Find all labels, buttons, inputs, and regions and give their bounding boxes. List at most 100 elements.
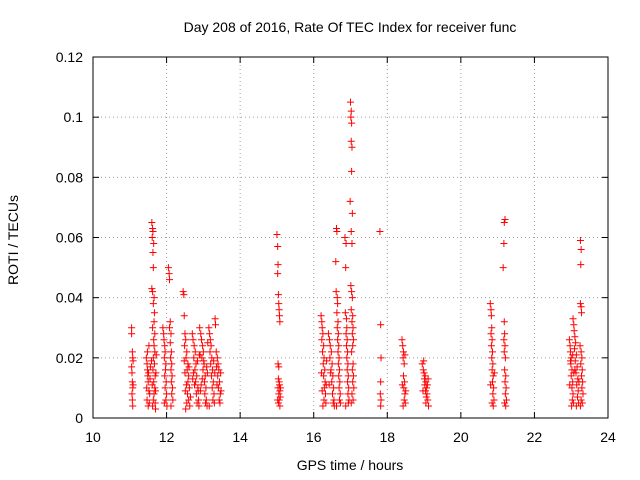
data-point-plus — [319, 348, 327, 356]
data-point-plus — [212, 348, 220, 356]
data-point-plus — [161, 384, 169, 392]
data-point-plus — [205, 402, 213, 410]
data-point-plus — [318, 336, 326, 344]
data-point-plus — [167, 366, 175, 374]
data-point-plus — [488, 348, 496, 356]
data-point-plus — [347, 98, 354, 106]
data-point-plus — [569, 315, 577, 323]
data-point-plus — [166, 276, 174, 284]
data-point-plus — [578, 366, 586, 374]
data-point-plus — [334, 348, 342, 356]
data-point-plus — [376, 227, 384, 235]
data-point-plus — [274, 396, 282, 404]
data-point-plus — [202, 399, 210, 407]
data-point-plus — [350, 384, 358, 392]
data-point-plus — [327, 348, 335, 356]
data-point-plus — [168, 390, 176, 398]
data-point-plus — [325, 381, 333, 389]
x-tick-label: 18 — [379, 429, 395, 445]
data-point-plus — [398, 336, 406, 344]
data-point-plus — [577, 246, 585, 254]
data-point-plus — [487, 381, 495, 389]
data-point-plus — [488, 399, 496, 407]
data-point-plus — [150, 240, 158, 248]
data-point-plus — [317, 312, 325, 320]
data-point-plus — [150, 360, 158, 368]
data-point-plus — [348, 330, 356, 338]
data-point-plus — [571, 357, 579, 365]
data-point-plus — [420, 369, 428, 377]
data-point-plus — [399, 348, 407, 356]
data-point-plus — [335, 396, 343, 404]
y-tick-label: 0.04 — [56, 290, 83, 306]
data-point-plus — [419, 387, 427, 395]
data-point-plus — [149, 366, 157, 374]
data-point-plus — [577, 348, 585, 356]
data-point-plus — [502, 402, 510, 410]
data-point-plus — [487, 342, 495, 350]
data-point-plus — [149, 300, 157, 308]
data-point-plus — [128, 378, 136, 386]
data-point-plus — [342, 330, 350, 338]
data-point-plus — [192, 378, 200, 386]
data-point-plus — [185, 372, 193, 380]
data-point-plus — [571, 333, 579, 341]
data-point-plus — [501, 399, 509, 407]
data-point-plus — [336, 378, 344, 386]
data-point-plus — [377, 396, 385, 404]
data-point-plus — [578, 354, 586, 362]
data-point-plus — [490, 384, 498, 392]
data-point-plus — [151, 330, 159, 338]
data-point-plus — [148, 381, 156, 389]
data-point-plus — [348, 318, 356, 326]
data-point-plus — [348, 119, 356, 127]
data-point-plus — [401, 390, 409, 398]
data-point-plus — [164, 264, 172, 272]
data-point-plus — [167, 354, 175, 362]
data-point-plus — [326, 342, 334, 350]
x-tick-label: 16 — [306, 429, 322, 445]
data-point-plus — [565, 336, 573, 344]
data-point-plus — [401, 351, 409, 359]
data-point-plus — [333, 227, 341, 235]
data-point-plus — [348, 294, 356, 302]
data-point-plus — [203, 363, 211, 371]
data-point-plus — [274, 261, 282, 269]
data-point-plus — [399, 402, 407, 410]
data-point-plus — [143, 360, 151, 368]
data-point-plus — [578, 384, 586, 392]
data-point-plus — [349, 312, 357, 320]
data-point-plus — [501, 366, 509, 374]
data-point-plus — [160, 336, 168, 344]
data-point-plus — [423, 384, 431, 392]
data-point-plus — [206, 348, 214, 356]
data-point-plus — [147, 357, 155, 365]
data-point-plus — [274, 360, 282, 368]
data-point-plus — [486, 300, 494, 308]
data-point-plus — [211, 315, 219, 323]
data-point-plus — [128, 369, 136, 377]
data-point-plus — [152, 405, 160, 413]
data-point-plus — [152, 369, 160, 377]
data-point-plus — [501, 354, 509, 362]
data-point-plus — [191, 348, 199, 356]
data-point-plus — [276, 381, 284, 389]
data-point-plus — [208, 384, 216, 392]
data-point-plus — [348, 209, 356, 217]
data-point-plus — [184, 360, 192, 368]
data-point-plus — [150, 336, 158, 344]
data-point-plus — [399, 372, 407, 380]
data-point-plus — [348, 366, 356, 374]
data-point-plus — [150, 378, 158, 386]
data-point-plus — [192, 360, 200, 368]
data-point-plus — [196, 387, 204, 395]
data-point-plus — [207, 342, 215, 350]
data-point-plus — [162, 396, 170, 404]
data-point-plus — [579, 390, 587, 398]
data-point-plus — [199, 342, 207, 350]
x-tick-label: 22 — [527, 429, 543, 445]
data-point-plus — [348, 240, 356, 248]
data-point-plus — [576, 237, 584, 245]
data-point-plus — [150, 390, 158, 398]
